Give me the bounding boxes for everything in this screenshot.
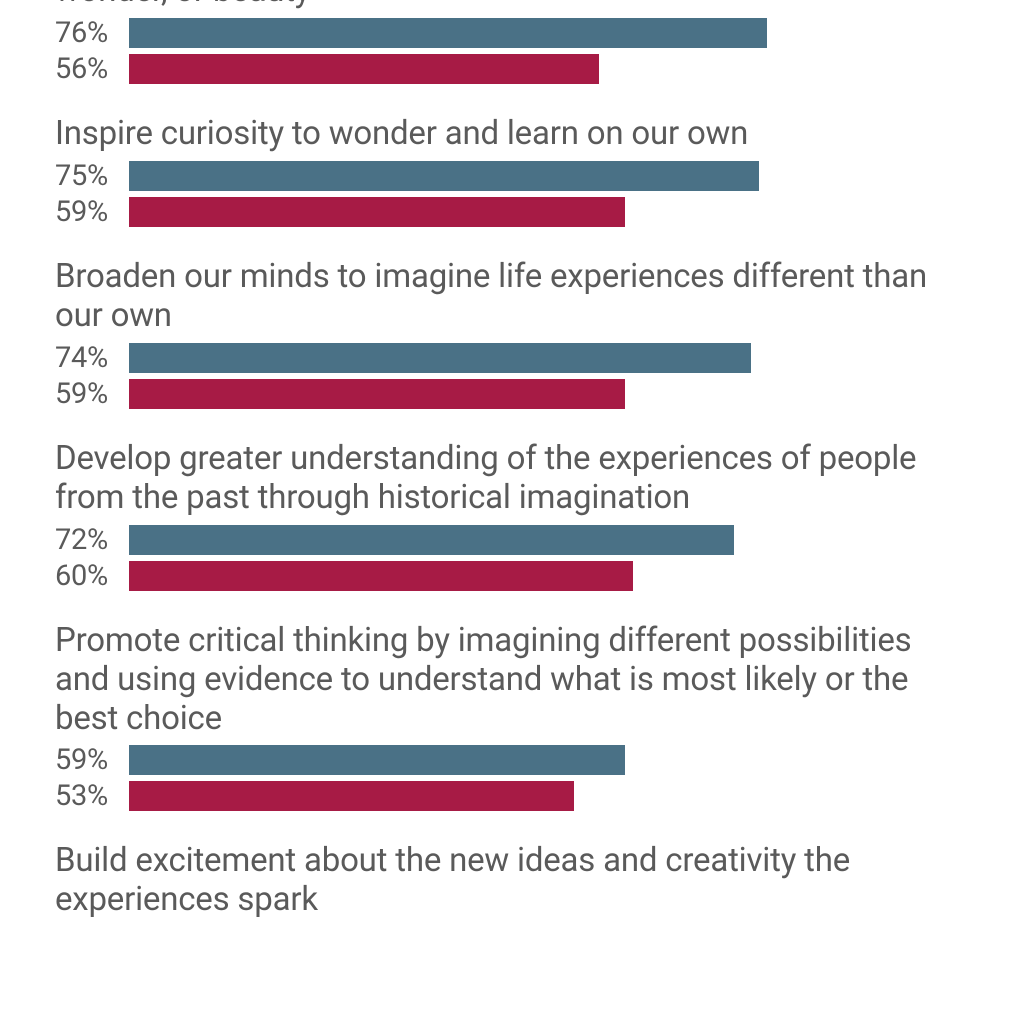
bar-fill-primary xyxy=(129,525,734,555)
item-label: Broaden our minds to imagine life experi… xyxy=(55,258,969,336)
bar-fill-secondary xyxy=(129,379,625,409)
bar-track xyxy=(129,54,969,84)
bar-track xyxy=(129,343,969,373)
bar-fill-primary xyxy=(129,343,751,373)
pct-label: 59% xyxy=(55,743,129,777)
pct-label: 59% xyxy=(55,377,129,411)
chart-item: Broaden our minds to imagine life experi… xyxy=(55,258,969,410)
item-label: Promote critical thinking by imagining d… xyxy=(55,622,969,739)
bar-pair: 75% 59% xyxy=(55,160,969,228)
bar-pair: 74% 59% xyxy=(55,342,969,410)
bar-pair: 59% 53% xyxy=(55,744,969,812)
item-label: Build excitement about the new ideas and… xyxy=(55,842,969,920)
bar-fill-primary xyxy=(129,161,759,191)
chart-item: Inspire curiosity to wonder and learn on… xyxy=(55,115,969,228)
bar-row-secondary: 59% xyxy=(55,196,969,228)
bar-track xyxy=(129,161,969,191)
bar-track xyxy=(129,561,969,591)
pct-label: 59% xyxy=(55,195,129,229)
pct-label: 56% xyxy=(55,52,129,86)
bar-fill-secondary xyxy=(129,54,599,84)
bar-fill-secondary xyxy=(129,561,633,591)
bar-row-primary: 75% xyxy=(55,160,969,192)
bar-row-secondary: 60% xyxy=(55,560,969,592)
item-label: wonder, or beauty xyxy=(55,0,969,11)
bar-row-secondary: 59% xyxy=(55,378,969,410)
bar-fill-primary xyxy=(129,745,625,775)
pct-label: 74% xyxy=(55,341,129,375)
pct-label: 76% xyxy=(55,16,129,50)
bar-track xyxy=(129,18,969,48)
pct-label: 53% xyxy=(55,779,129,813)
chart-item: wonder, or beauty 76% 56% xyxy=(55,0,969,85)
bar-track xyxy=(129,197,969,227)
bar-fill-primary xyxy=(129,18,767,48)
chart-item: Promote critical thinking by imagining d… xyxy=(55,622,969,813)
chart-item: Build excitement about the new ideas and… xyxy=(55,842,969,920)
pct-label: 72% xyxy=(55,523,129,557)
bar-row-secondary: 56% xyxy=(55,53,969,85)
bar-track xyxy=(129,525,969,555)
bar-track xyxy=(129,781,969,811)
bar-row-primary: 74% xyxy=(55,342,969,374)
bar-fill-secondary xyxy=(129,781,574,811)
bar-pair: 72% 60% xyxy=(55,524,969,592)
bar-pair: 76% 56% xyxy=(55,17,969,85)
pct-label: 60% xyxy=(55,559,129,593)
bar-fill-secondary xyxy=(129,197,625,227)
item-label: Develop greater understanding of the exp… xyxy=(55,440,969,518)
chart-item: Develop greater understanding of the exp… xyxy=(55,440,969,592)
bar-row-primary: 72% xyxy=(55,524,969,556)
pct-label: 75% xyxy=(55,159,129,193)
item-label: Inspire curiosity to wonder and learn on… xyxy=(55,115,969,154)
bar-row-primary: 59% xyxy=(55,744,969,776)
bar-row-primary: 76% xyxy=(55,17,969,49)
bar-track xyxy=(129,379,969,409)
bar-chart: wonder, or beauty 76% 56% Inspire curios… xyxy=(55,0,969,920)
bar-row-secondary: 53% xyxy=(55,780,969,812)
bar-track xyxy=(129,745,969,775)
